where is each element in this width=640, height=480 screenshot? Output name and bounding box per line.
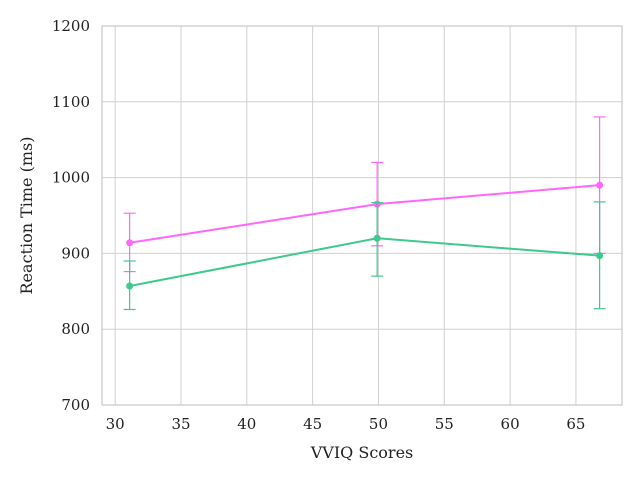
x-tick-label: 50 bbox=[369, 415, 388, 433]
x-axis-label: VVIQ Scores bbox=[310, 443, 414, 462]
series-layer bbox=[123, 116, 606, 311]
y-tick-label: 1000 bbox=[52, 169, 90, 187]
data-point bbox=[596, 252, 604, 260]
x-tick-labels: 30 35 40 45 50 55 60 65 bbox=[106, 415, 586, 433]
x-tick-label: 65 bbox=[566, 415, 585, 433]
y-tick-labels: 700 800 900 1000 1100 1200 bbox=[52, 17, 90, 414]
data-point bbox=[126, 282, 134, 290]
y-tick-label: 700 bbox=[61, 396, 90, 414]
x-tick-label: 60 bbox=[501, 415, 520, 433]
y-axis-label: Reaction Time (ms) bbox=[17, 137, 36, 295]
data-point bbox=[373, 234, 381, 242]
series-line bbox=[129, 184, 600, 244]
data-point bbox=[596, 181, 604, 189]
x-tick-label: 55 bbox=[435, 415, 454, 433]
series-0 bbox=[123, 116, 606, 273]
x-tick-label: 45 bbox=[303, 415, 322, 433]
x-tick-label: 35 bbox=[171, 415, 190, 433]
y-tick-label: 1200 bbox=[52, 17, 90, 35]
x-tick-label: 30 bbox=[106, 415, 125, 433]
grid bbox=[102, 25, 622, 406]
data-point bbox=[126, 239, 134, 247]
x-tick-label: 40 bbox=[237, 415, 256, 433]
y-tick-label: 800 bbox=[61, 320, 90, 338]
y-tick-label: 1100 bbox=[52, 93, 90, 111]
y-tick-label: 900 bbox=[61, 244, 90, 262]
series-line bbox=[129, 237, 600, 287]
plot-frame bbox=[101, 25, 623, 406]
series-1 bbox=[123, 201, 606, 311]
